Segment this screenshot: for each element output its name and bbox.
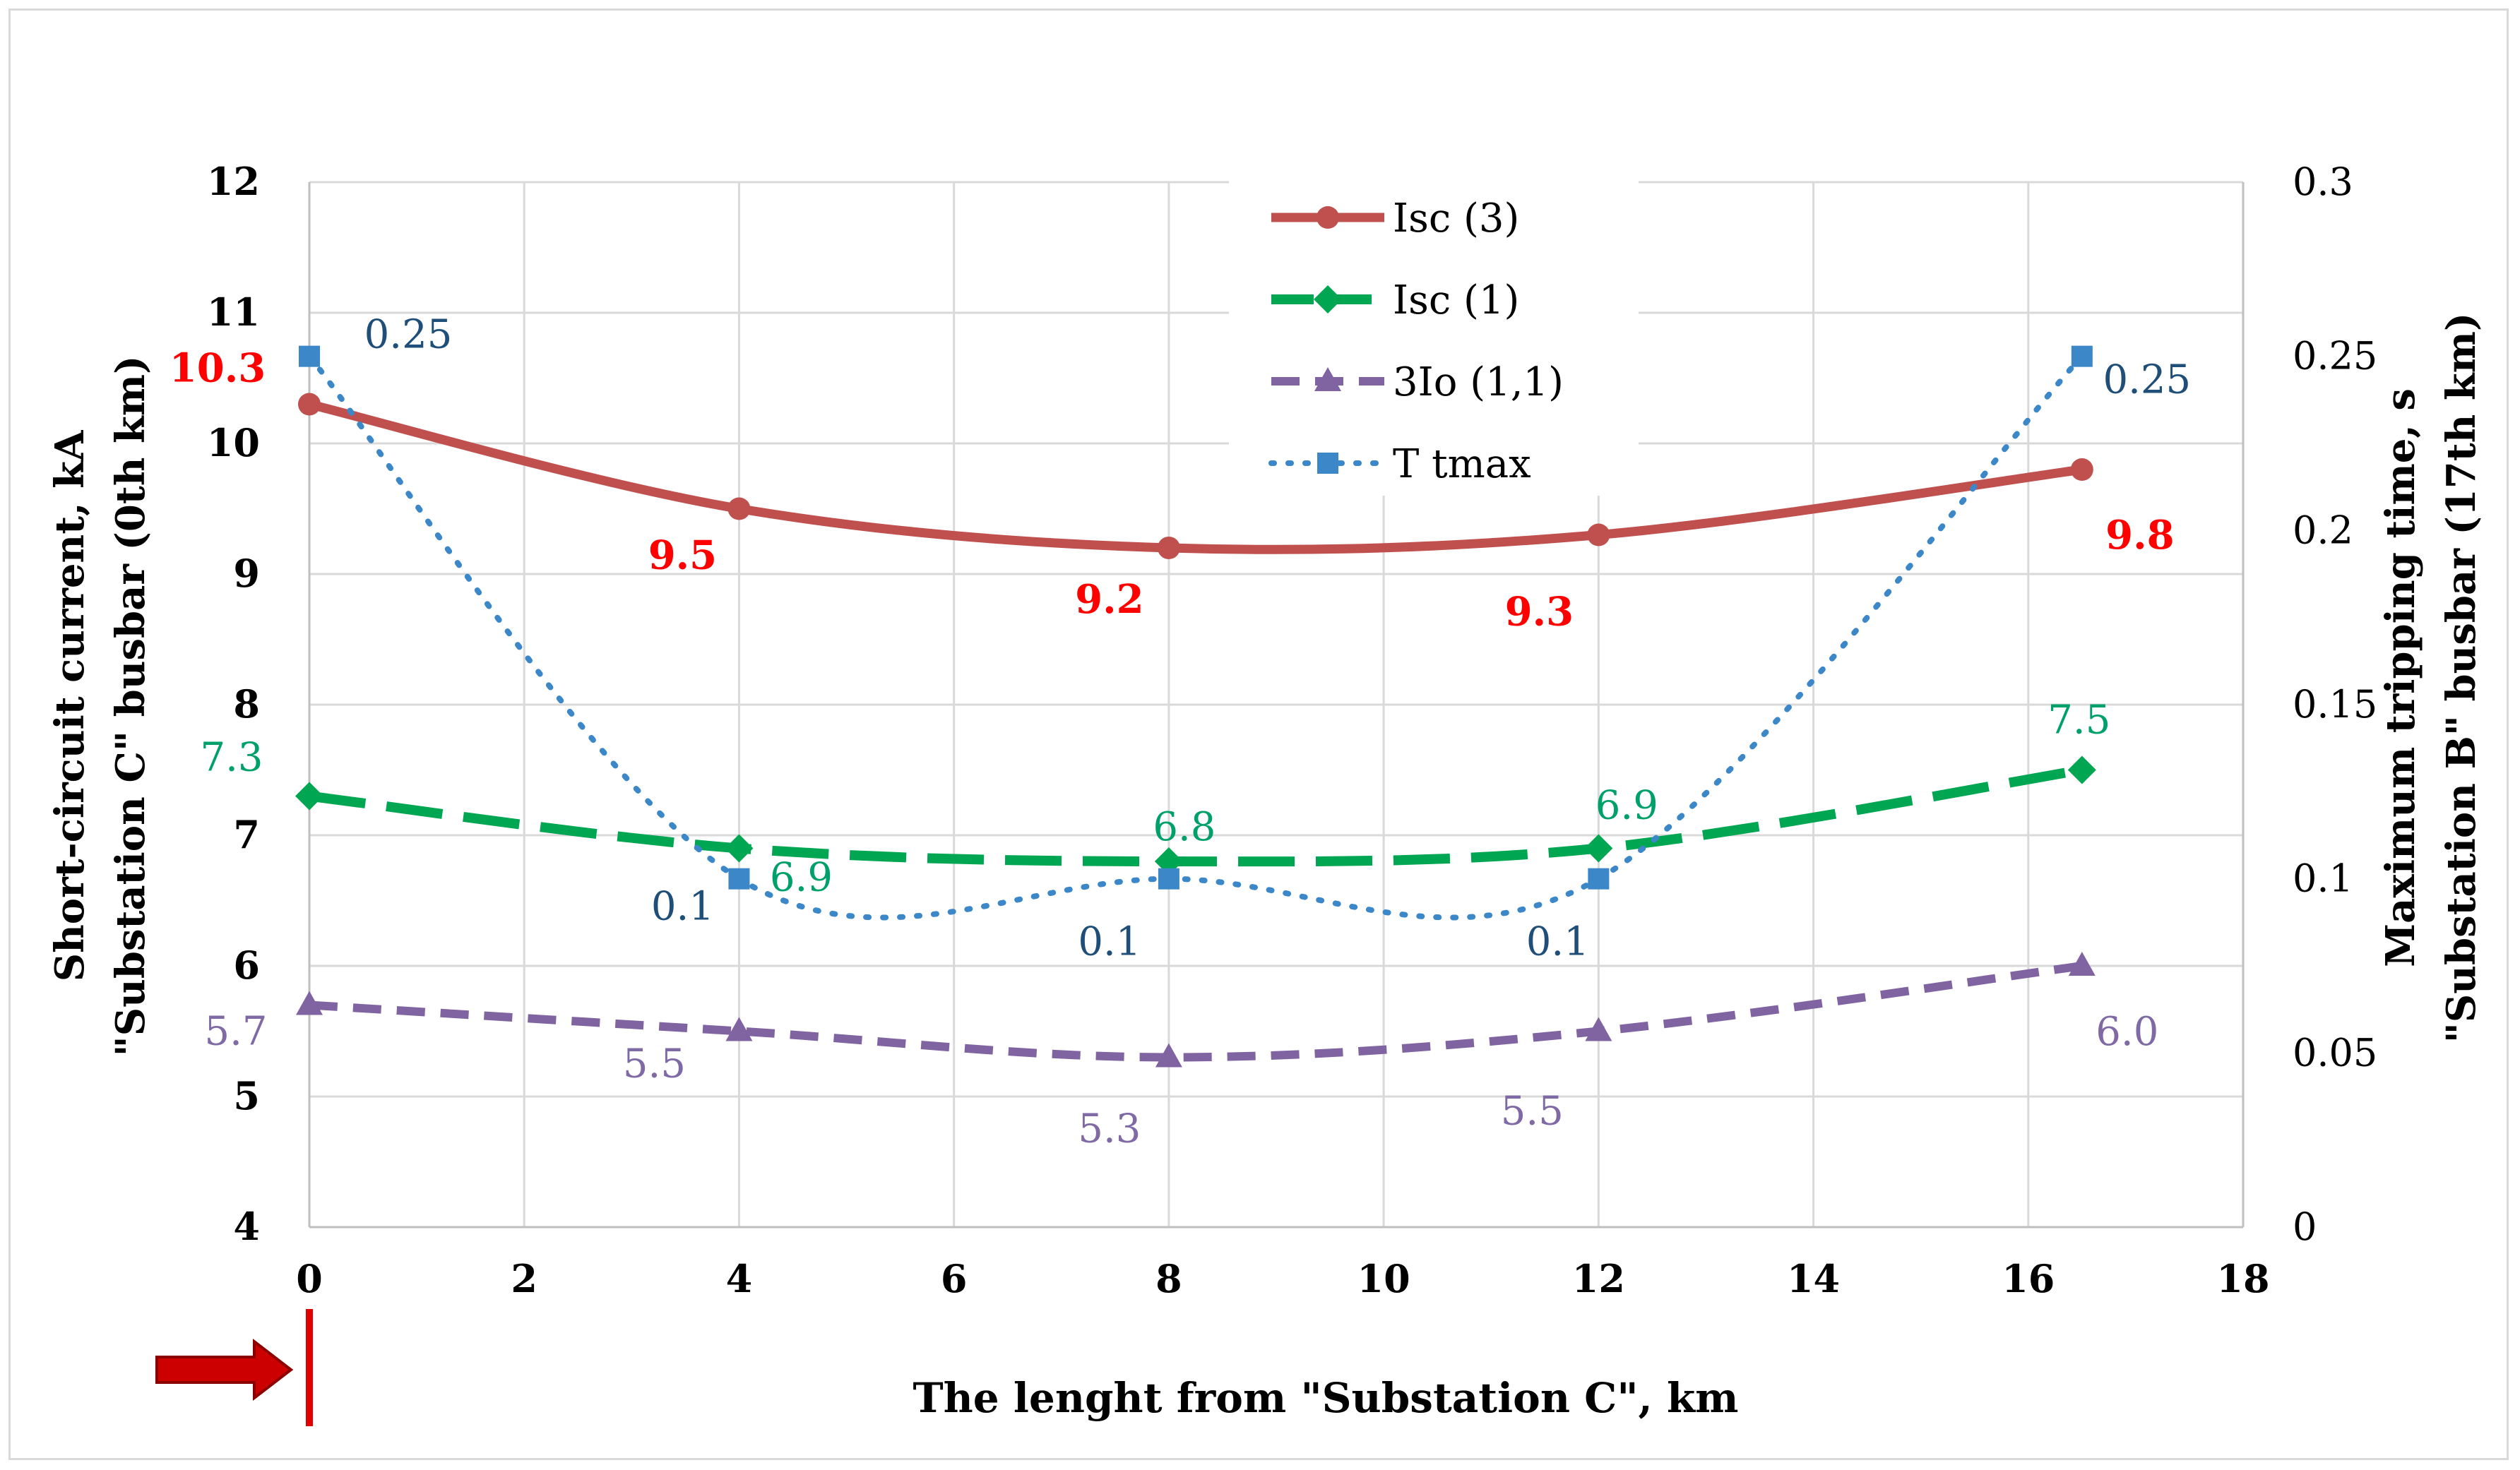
y-axis-right-title-line2: "Substation B" busbar (17th km) bbox=[2438, 313, 2485, 1044]
y-right-tick-label: 0.05 bbox=[2293, 1030, 2377, 1075]
data-label: 5.7 bbox=[204, 1009, 267, 1055]
y-axis-left-title-line1: Short-circuit current, kA bbox=[47, 429, 93, 981]
data-point-marker bbox=[2068, 952, 2096, 976]
x-tick-label: 8 bbox=[1155, 1256, 1182, 1301]
legend-background bbox=[1229, 178, 1639, 496]
y-left-tick-label: 7 bbox=[233, 812, 260, 857]
data-point-marker bbox=[2070, 458, 2093, 481]
data-label: 0.25 bbox=[2103, 357, 2191, 403]
series-line-3io-1-1- bbox=[309, 962, 2083, 1062]
data-label: 0.1 bbox=[1078, 919, 1141, 965]
data-point-marker bbox=[1587, 523, 1610, 546]
data-point-marker bbox=[1588, 868, 1610, 890]
legend-label: T tmax bbox=[1393, 441, 1531, 487]
data-label: 9.3 bbox=[1505, 589, 1574, 635]
x-tick-label: 12 bbox=[1572, 1256, 1625, 1301]
annotation bbox=[155, 1309, 313, 1426]
y-right-tick-label: 0.2 bbox=[2293, 508, 2353, 552]
x-tick-label: 0 bbox=[296, 1256, 323, 1301]
data-label: 5.5 bbox=[623, 1041, 686, 1087]
data-point-marker bbox=[298, 393, 321, 416]
x-axis-title: The lenght from "Substation C", km bbox=[913, 1374, 1738, 1422]
data-point-marker bbox=[2067, 755, 2096, 784]
data-label: 6.8 bbox=[1153, 804, 1216, 850]
data-label: 6.9 bbox=[770, 855, 833, 901]
y-left-tick-label: 10 bbox=[207, 420, 260, 465]
tick-labels: 0 2 4 6 8 10 12 14 16 18 4 5 6 7 8 9 10 11 12 0 0.05 0.1 0.15 0… bbox=[207, 159, 2377, 1301]
data-label: 5.5 bbox=[1501, 1089, 1564, 1135]
y-left-tick-label: 8 bbox=[233, 681, 260, 727]
x-tick-label: 2 bbox=[511, 1256, 537, 1301]
y-left-tick-label: 11 bbox=[207, 289, 260, 335]
legend-marker bbox=[1314, 367, 1341, 391]
legend-marker bbox=[1314, 285, 1342, 313]
data-label: 9.5 bbox=[648, 532, 717, 579]
x-tick-label: 16 bbox=[2002, 1256, 2055, 1301]
x-tick-label: 14 bbox=[1787, 1256, 1840, 1301]
legend-label: Isc (3) bbox=[1393, 196, 1519, 241]
data-point-marker bbox=[725, 834, 754, 863]
series-group bbox=[295, 345, 2096, 1068]
legend-marker bbox=[1317, 453, 1338, 474]
data-point-marker bbox=[1158, 868, 1179, 890]
y-right-tick-label: 0.3 bbox=[2293, 160, 2353, 204]
arrow-icon bbox=[155, 1338, 294, 1402]
legend-marker bbox=[1317, 206, 1339, 229]
y-left-tick-label: 6 bbox=[233, 943, 260, 988]
data-point-marker bbox=[296, 991, 323, 1015]
data-label: 5.3 bbox=[1078, 1106, 1141, 1152]
data-point-marker bbox=[725, 1017, 753, 1041]
data-label: 6.9 bbox=[1595, 783, 1658, 829]
y-right-tick-label: 0 bbox=[2293, 1205, 2317, 1249]
data-labels-group: 10.3 9.5 9.2 9.3 9.8 7.3 6.9 6.8 6.9 7.5 5.7 5.5 5.3… bbox=[170, 312, 2191, 1152]
data-label: 10.3 bbox=[170, 345, 266, 392]
y-axis-left-title-line2: "Substation C" busbar (0th km) bbox=[107, 355, 154, 1056]
data-point-marker bbox=[299, 345, 320, 367]
data-point-marker bbox=[1584, 834, 1613, 863]
data-label: 9.2 bbox=[1075, 576, 1143, 623]
data-label: 7.3 bbox=[200, 735, 263, 781]
series-line-isc-3- bbox=[308, 400, 2083, 554]
legend: Isc (3) Isc (1) 3Io (1,1) T tmax bbox=[1229, 178, 1639, 496]
data-label: 0.25 bbox=[364, 312, 453, 358]
x-tick-label: 4 bbox=[726, 1256, 753, 1301]
y-axis-right-title-line1: Maximum tripping time, s bbox=[2377, 388, 2424, 967]
y-right-tick-label: 0.25 bbox=[2293, 334, 2377, 378]
data-label: 0.1 bbox=[1526, 919, 1589, 965]
y-left-tick-label: 5 bbox=[233, 1073, 260, 1118]
x-tick-label: 10 bbox=[1357, 1256, 1410, 1301]
y-right-tick-label: 0.15 bbox=[2293, 682, 2377, 727]
y-right-tick-label: 0.1 bbox=[2293, 856, 2353, 901]
data-point-marker bbox=[295, 782, 323, 811]
data-point-marker bbox=[1155, 1043, 1182, 1068]
data-label: 9.8 bbox=[2105, 512, 2174, 558]
legend-label: 3Io (1,1) bbox=[1393, 359, 1564, 405]
axis-titles: The lenght from "Substation C", km Short-… bbox=[47, 313, 2485, 1422]
y-left-tick-label: 9 bbox=[233, 551, 260, 596]
data-label: 7.5 bbox=[2048, 698, 2110, 743]
legend-label: Isc (1) bbox=[1393, 277, 1519, 323]
data-point-marker bbox=[728, 868, 750, 890]
y-left-tick-label: 12 bbox=[207, 159, 260, 204]
x-tick-label: 18 bbox=[2216, 1256, 2269, 1301]
data-point-marker bbox=[1157, 537, 1180, 559]
data-point-marker bbox=[2071, 345, 2093, 367]
data-point-marker bbox=[1585, 1017, 1612, 1041]
data-label: 6.0 bbox=[2096, 1009, 2158, 1055]
x-tick-label: 6 bbox=[941, 1256, 968, 1301]
y-left-tick-label: 4 bbox=[233, 1204, 260, 1249]
data-point-marker bbox=[727, 497, 751, 520]
data-label: 0.1 bbox=[651, 884, 714, 930]
